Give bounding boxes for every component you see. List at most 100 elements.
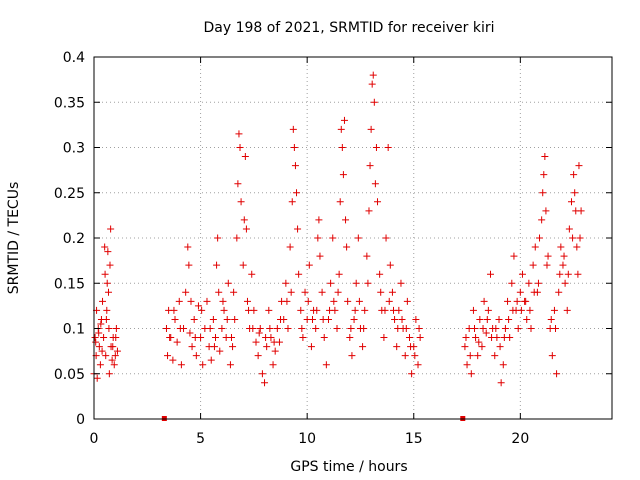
data-point: [354, 234, 362, 242]
data-point: [293, 189, 301, 197]
data-point: [499, 361, 507, 369]
data-point: [170, 306, 178, 314]
data-point: [552, 325, 560, 332]
data-point: [315, 216, 323, 224]
data-point: [347, 325, 355, 332]
data-point: [335, 270, 343, 278]
data-point: [412, 315, 420, 323]
data-point: [478, 343, 486, 351]
y-tick-label: 0.4: [63, 50, 85, 66]
data-point: [577, 207, 585, 215]
data-point: [508, 279, 516, 287]
y-tick-label: 0.25: [54, 186, 85, 202]
data-point: [368, 80, 376, 88]
data-point: [226, 361, 234, 369]
data-point: [529, 261, 537, 269]
data-point: [480, 297, 488, 305]
data-point: [569, 234, 577, 242]
data-point: [103, 279, 111, 287]
data-point: [299, 334, 307, 342]
data-point: [348, 352, 356, 360]
data-point: [248, 270, 256, 278]
data-point: [104, 248, 112, 256]
data-point: [393, 343, 401, 351]
data-point: [367, 125, 375, 133]
data-point: [556, 270, 564, 278]
data-point: [203, 297, 211, 305]
data-point: [294, 225, 302, 233]
data-point: [304, 297, 312, 305]
data-point: [227, 334, 235, 342]
data-point: [330, 297, 338, 305]
data-point: [467, 370, 475, 378]
data-point: [370, 98, 378, 106]
data-point: [291, 162, 299, 170]
data-point: [397, 279, 405, 287]
data-point: [312, 325, 320, 332]
y-tick-label: 0.35: [54, 95, 85, 111]
data-point: [316, 252, 324, 260]
data-point: [563, 306, 571, 314]
data-point: [527, 325, 535, 332]
data-point: [516, 288, 524, 296]
data-point: [95, 343, 103, 351]
data-point: [407, 343, 415, 351]
data-point: [510, 252, 518, 260]
data-point: [229, 343, 237, 351]
data-point: [539, 189, 547, 197]
data-point: [237, 198, 245, 206]
data-point: [542, 207, 550, 215]
data-point: [329, 234, 337, 242]
x-tick-label: 10: [298, 431, 316, 447]
grid-lines: [94, 57, 612, 419]
data-point: [463, 361, 471, 369]
data-point: [548, 352, 556, 360]
data-point: [107, 225, 115, 233]
data-point: [534, 279, 542, 287]
data-point: [509, 306, 517, 314]
data-point: [343, 243, 351, 251]
data-point: [230, 288, 238, 296]
data-point: [565, 225, 573, 233]
data-point: [483, 315, 491, 323]
data-point: [175, 297, 183, 305]
data-point: [191, 334, 199, 342]
data-point: [476, 315, 484, 323]
data-point: [411, 352, 419, 360]
data-point: [482, 329, 490, 337]
data-point: [234, 180, 242, 188]
data-point: [243, 297, 251, 305]
data-point: [559, 261, 567, 269]
data-point: [557, 243, 565, 251]
data-point: [366, 162, 374, 170]
data-point: [297, 306, 305, 314]
data-point: [525, 279, 533, 287]
data-point: [518, 270, 526, 278]
data-point: [236, 144, 244, 151]
data-point: [91, 334, 99, 342]
data-point: [216, 347, 224, 355]
data-point: [186, 329, 194, 337]
data-point: [381, 306, 389, 314]
data-point: [326, 306, 334, 314]
data-point: [495, 315, 503, 323]
data-point: [101, 243, 109, 251]
data-point: [288, 198, 296, 206]
data-point: [102, 352, 110, 360]
y-axis-title: SRMTID / TECUs: [6, 182, 22, 295]
data-point: [505, 315, 513, 323]
data-point: [111, 352, 119, 360]
data-point: [105, 325, 113, 332]
data-point: [337, 125, 345, 133]
data-point: [514, 325, 522, 332]
y-tick-label: 0.1: [63, 322, 85, 338]
data-point: [369, 71, 377, 79]
data-point: [102, 315, 110, 323]
data-point: [567, 198, 575, 206]
data-point: [318, 288, 326, 296]
data-point: [474, 352, 482, 360]
data-point: [166, 334, 174, 342]
data-point: [504, 297, 512, 305]
data-point: [466, 352, 474, 360]
